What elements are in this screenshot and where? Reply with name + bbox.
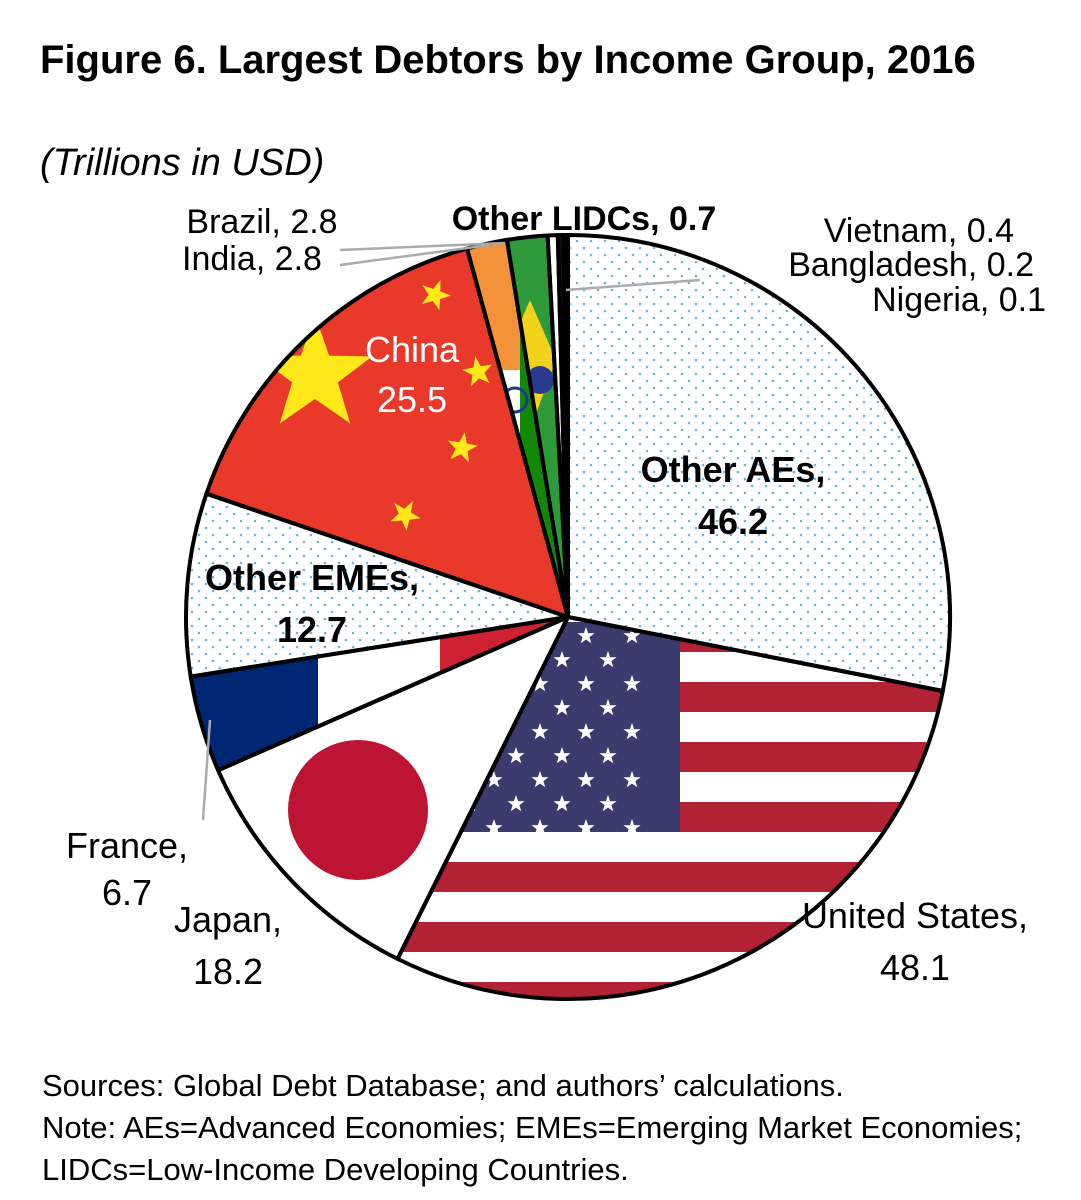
slice-other-aes <box>568 235 951 691</box>
pie-chart: Other AEs, 46.2 United States, 48.1 Japan, 18… <box>66 200 1046 1002</box>
label-vietnam: Vietnam, 0.4 <box>824 212 1014 250</box>
label-united-states: United States, 48.1 <box>802 895 1028 988</box>
us-flag-star <box>577 723 595 740</box>
us-flag-star <box>623 771 641 788</box>
us-flag-star <box>577 771 595 788</box>
us-flag-star <box>553 747 571 764</box>
chart-notes: Sources: Global Debt Database; and autho… <box>42 1065 1072 1191</box>
us-flag-star <box>553 699 571 716</box>
chart-subtitle: (Trillions in USD) <box>40 142 325 184</box>
us-flag-star <box>553 795 571 812</box>
label-other-lidcs: Other LIDCs, 0.7 <box>452 200 717 238</box>
leader-nigeria <box>565 278 701 292</box>
slice-japan <box>218 617 568 959</box>
japan-flag-disc <box>288 740 428 880</box>
leader-brazil <box>339 241 506 252</box>
us-flag-star <box>599 699 617 716</box>
us-flag-star <box>599 747 617 764</box>
abbreviations-note: Note: AEs=Advanced Economies; EMEs=Emerg… <box>42 1110 1023 1187</box>
chart-title: Figure 6. Largest Debtors by Income Grou… <box>40 38 976 82</box>
leader-india <box>339 243 491 267</box>
us-flag-star <box>577 675 595 692</box>
value-france: 6.7 <box>102 872 152 913</box>
label-india: India, 2.8 <box>182 240 322 278</box>
us-flag-star <box>507 747 525 764</box>
china-flag-small-star <box>447 432 478 463</box>
label-bangladesh: Bangladesh, 0.2 <box>788 246 1034 284</box>
label-france: France, <box>66 825 188 866</box>
label-brazil: Brazil, 2.8 <box>186 203 337 241</box>
us-flag-star <box>531 819 549 836</box>
china-flag-big-star <box>257 315 373 424</box>
slice-china <box>206 248 568 617</box>
us-flag-star <box>599 795 617 812</box>
sources-note: Sources: Global Debt Database; and autho… <box>42 1068 844 1103</box>
china-flag-small-star <box>462 356 493 387</box>
label-japan: Japan, 18.2 <box>174 899 282 992</box>
us-flag-star <box>531 675 549 692</box>
us-flag-star <box>623 627 641 644</box>
china-flag-small-star <box>390 501 421 531</box>
us-flag-star <box>485 819 503 836</box>
us-flag-star <box>623 675 641 692</box>
label-china: China 25.5 <box>365 329 460 420</box>
us-flag-star <box>577 819 595 836</box>
us-flag-star <box>507 795 525 812</box>
us-flag-star <box>623 723 641 740</box>
us-flag-star <box>577 627 595 644</box>
us-flag-star <box>485 771 503 788</box>
us-flag-star <box>553 651 571 668</box>
label-nigeria: Nigeria, 0.1 <box>872 281 1046 319</box>
label-other-aes: Other AEs, 46.2 <box>641 449 826 542</box>
leader-france <box>201 719 212 821</box>
us-flag-star <box>531 723 549 740</box>
us-flag-star <box>599 651 617 668</box>
china-flag-small-star <box>421 279 451 311</box>
us-flag-star <box>623 819 641 836</box>
label-other-emes: Other EMEs, 12.7 <box>205 557 419 650</box>
us-flag-star <box>531 771 549 788</box>
